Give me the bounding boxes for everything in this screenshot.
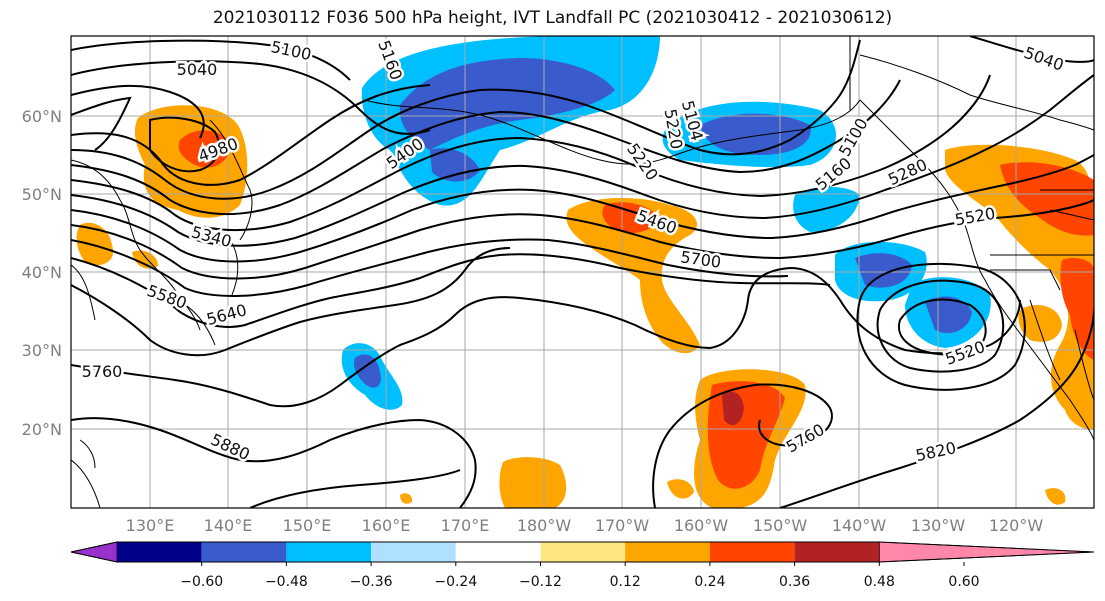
latitude-label: 20°N [22, 420, 62, 439]
longitude-label: 140°W [832, 516, 887, 535]
colorbar-segment [709, 542, 795, 562]
longitude-label: 160°E [362, 516, 411, 535]
longitude-label: 140°E [204, 516, 253, 535]
lat-label-layer: 60°N 50°N 40°N 30°N 20°N [22, 107, 62, 439]
contour-label: 5760 [82, 362, 123, 381]
colorbar-segment [201, 542, 287, 562]
colorbar: −0.60 −0.48 −0.36 −0.24 −0.12 0.12 0.24 0.36 0.4… [70, 541, 1095, 590]
colorbar-extend-low [70, 541, 118, 563]
colorbar-tick-label: −0.36 [350, 574, 393, 590]
ivt-shading-positive [76, 105, 1094, 508]
contour-label: 5040 [177, 60, 218, 79]
colorbar-segment [117, 542, 202, 562]
longitude-label: 160°W [674, 516, 729, 535]
colorbar-tick-label: −0.24 [434, 574, 477, 590]
colorbar-extend-high [878, 541, 1095, 563]
colorbar-segment [286, 542, 372, 562]
colorbar-tick-label: −0.60 [180, 574, 223, 590]
colorbar-tick-label: 0.12 [610, 574, 641, 590]
contour-label-halo: 5760 [82, 362, 123, 381]
colorbar-tick-label: −0.48 [265, 574, 308, 590]
height-contours [71, 36, 1094, 508]
colorbar-tick-label: 0.48 [864, 574, 895, 590]
lon-label-layer: 130°E 140°E 150°E 160°E 170°E 180°W 170°W 160°W… [126, 516, 1044, 535]
longitude-label: 180°W [517, 516, 572, 535]
longitude-label: 170°E [441, 516, 490, 535]
longitude-label: 150°E [283, 516, 332, 535]
longitude-label: 130°W [911, 516, 966, 535]
map-gridlines [71, 36, 1094, 508]
colorbar-tick-label: −0.12 [519, 574, 562, 590]
colorbar-segment [455, 542, 541, 562]
longitude-label: 130°E [126, 516, 175, 535]
colorbar-tick-label: 0.24 [694, 574, 725, 590]
colorbar-segment [794, 542, 880, 562]
latitude-label: 50°N [22, 185, 62, 204]
colorbar-tick-label: 0.60 [948, 574, 979, 590]
contour-label-halo: 5040 [177, 60, 218, 79]
longitude-label: 170°W [595, 516, 650, 535]
latitude-label: 30°N [22, 341, 62, 360]
map-frame [70, 35, 1095, 509]
colorbar-outline [70, 541, 1095, 563]
longitude-label: 150°W [753, 516, 808, 535]
colorbar-segment [540, 542, 626, 562]
longitude-label: 120°W [989, 516, 1044, 535]
latitude-label: 40°N [22, 263, 62, 282]
page-title: 2021030112 F036 500 hPa height, IVT Land… [212, 8, 893, 28]
colorbar-segment [371, 542, 456, 562]
latitude-label: 60°N [22, 107, 62, 126]
colorbar-segment [625, 542, 710, 562]
colorbar-tick-label: 0.36 [779, 574, 810, 590]
